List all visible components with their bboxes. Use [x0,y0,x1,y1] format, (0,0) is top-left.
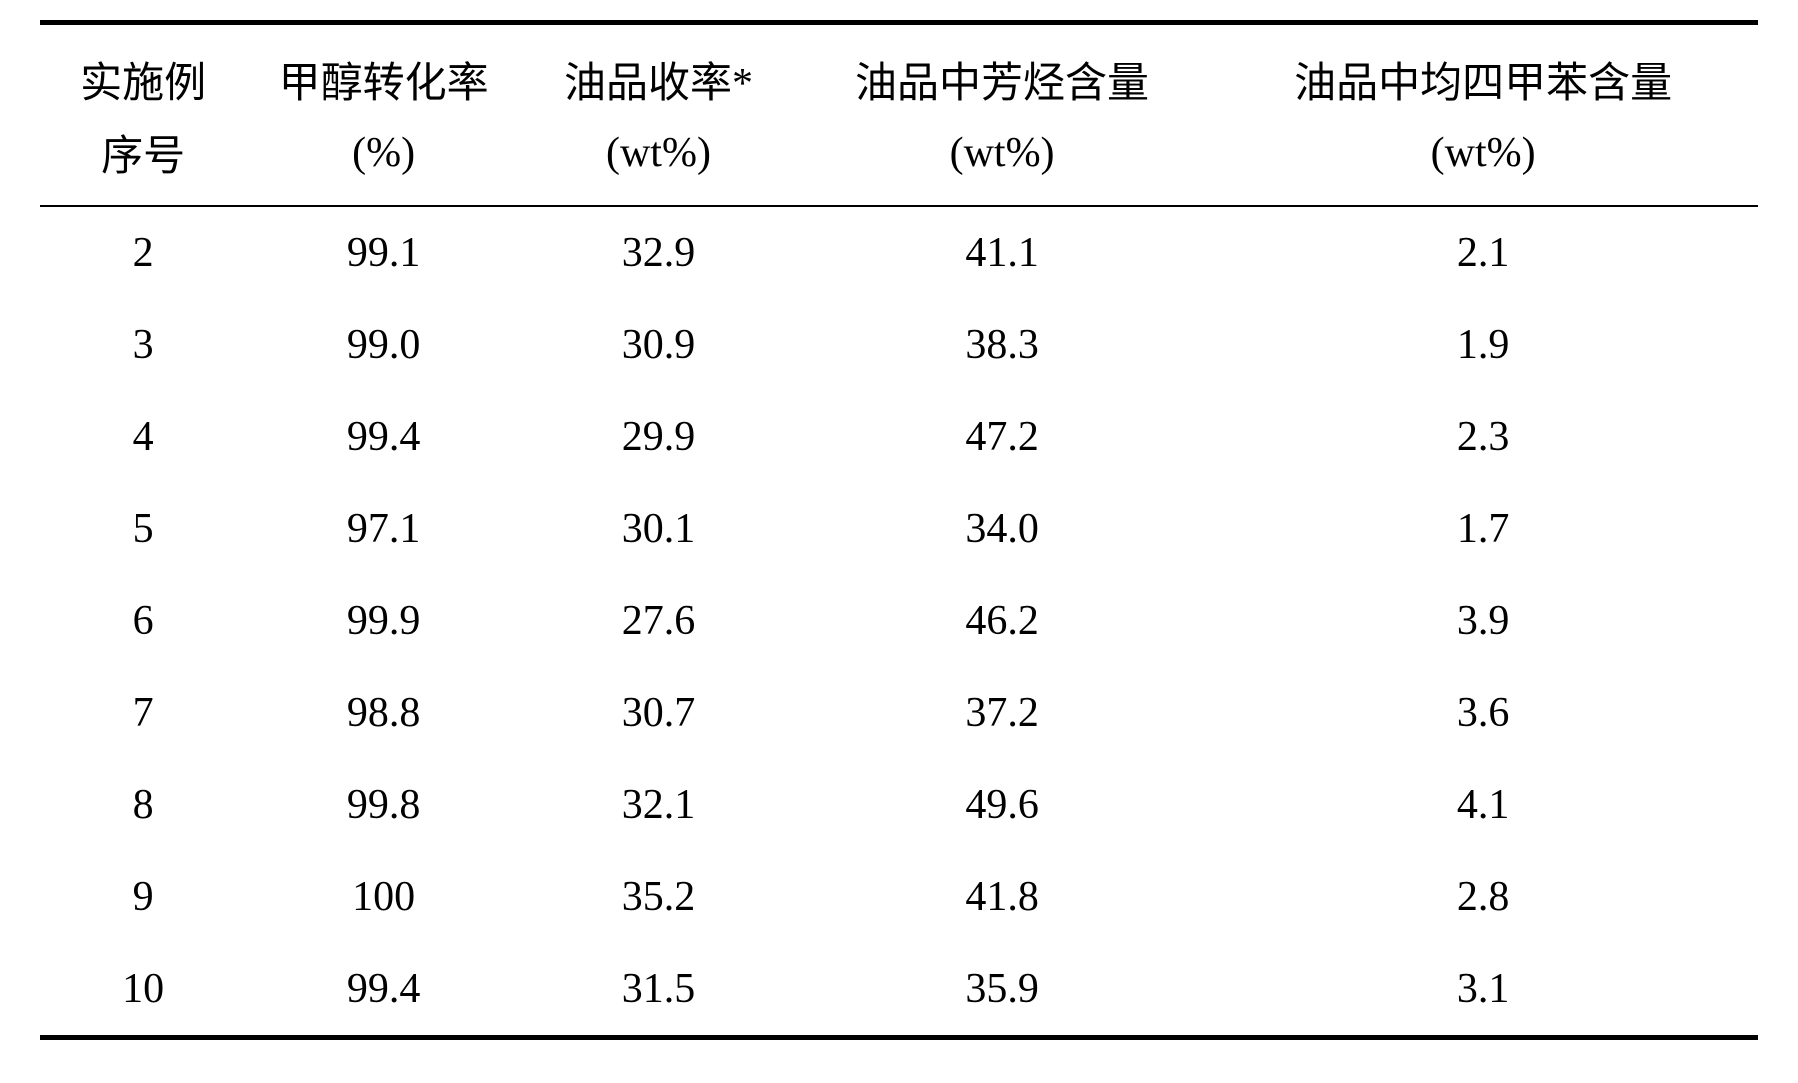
cell: 32.1 [521,759,796,851]
cell: 98.8 [246,667,521,759]
cell: 4.1 [1208,759,1758,851]
cell: 46.2 [796,575,1208,667]
cell: 30.7 [521,667,796,759]
col-header-line2: (wt%) [1208,116,1758,206]
cell: 99.4 [246,943,521,1038]
cell: 2.1 [1208,206,1758,299]
col-header-line1: 油品中均四甲苯含量 [1208,23,1758,117]
col-header-line1: 油品中芳烃含量 [796,23,1208,117]
cell: 99.9 [246,575,521,667]
cell: 38.3 [796,299,1208,391]
cell: 30.1 [521,483,796,575]
cell: 2.3 [1208,391,1758,483]
cell: 100 [246,851,521,943]
col-header-line2: (wt%) [796,116,1208,206]
cell: 8 [40,759,246,851]
cell: 31.5 [521,943,796,1038]
cell: 4 [40,391,246,483]
cell: 49.6 [796,759,1208,851]
table-row: 6 99.9 27.6 46.2 3.9 [40,575,1758,667]
cell: 99.8 [246,759,521,851]
cell: 3.1 [1208,943,1758,1038]
cell: 7 [40,667,246,759]
cell: 10 [40,943,246,1038]
col-header-line1: 油品收率* [521,23,796,117]
table-body: 2 99.1 32.9 41.1 2.1 3 99.0 30.9 38.3 1.… [40,206,1758,1038]
cell: 99.1 [246,206,521,299]
cell: 3.6 [1208,667,1758,759]
cell: 29.9 [521,391,796,483]
table-header: 实施例 甲醇转化率 油品收率* 油品中芳烃含量 油品中均四甲苯含量 序号 (%)… [40,23,1758,207]
table-row: 3 99.0 30.9 38.3 1.9 [40,299,1758,391]
cell: 1.9 [1208,299,1758,391]
col-header-line2: (wt%) [521,116,796,206]
col-header-line1: 甲醇转化率 [246,23,521,117]
cell: 99.0 [246,299,521,391]
table-row: 10 99.4 31.5 35.9 3.1 [40,943,1758,1038]
table-row: 5 97.1 30.1 34.0 1.7 [40,483,1758,575]
cell: 35.9 [796,943,1208,1038]
cell: 9 [40,851,246,943]
table-row: 7 98.8 30.7 37.2 3.6 [40,667,1758,759]
cell: 34.0 [796,483,1208,575]
cell: 47.2 [796,391,1208,483]
cell: 97.1 [246,483,521,575]
cell: 99.4 [246,391,521,483]
cell: 6 [40,575,246,667]
cell: 3.9 [1208,575,1758,667]
table-row: 4 99.4 29.9 47.2 2.3 [40,391,1758,483]
col-header-line2: (%) [246,116,521,206]
cell: 27.6 [521,575,796,667]
col-header-line2: 序号 [40,116,246,206]
data-table: 实施例 甲醇转化率 油品收率* 油品中芳烃含量 油品中均四甲苯含量 序号 (%)… [40,20,1758,1040]
cell: 5 [40,483,246,575]
table-row: 9 100 35.2 41.8 2.8 [40,851,1758,943]
table-row: 8 99.8 32.1 49.6 4.1 [40,759,1758,851]
cell: 1.7 [1208,483,1758,575]
cell: 2 [40,206,246,299]
cell: 35.2 [521,851,796,943]
cell: 30.9 [521,299,796,391]
cell: 3 [40,299,246,391]
col-header-line1: 实施例 [40,23,246,117]
cell: 37.2 [796,667,1208,759]
cell: 41.1 [796,206,1208,299]
cell: 41.8 [796,851,1208,943]
cell: 2.8 [1208,851,1758,943]
cell: 32.9 [521,206,796,299]
table-row: 2 99.1 32.9 41.1 2.1 [40,206,1758,299]
